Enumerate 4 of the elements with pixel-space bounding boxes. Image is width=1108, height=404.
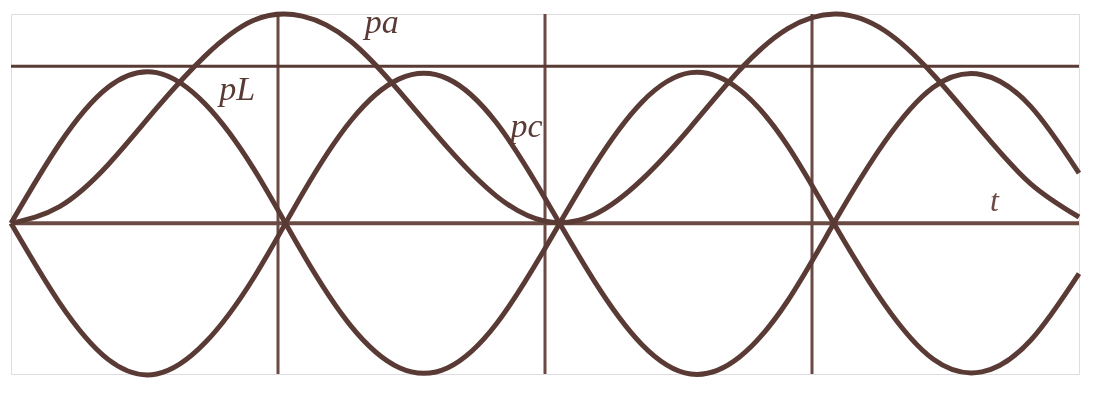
series-label: pa	[362, 3, 399, 41]
series-label: pc	[508, 106, 543, 144]
series-label: pL	[217, 70, 256, 107]
x-axis-title: t	[990, 182, 1001, 219]
